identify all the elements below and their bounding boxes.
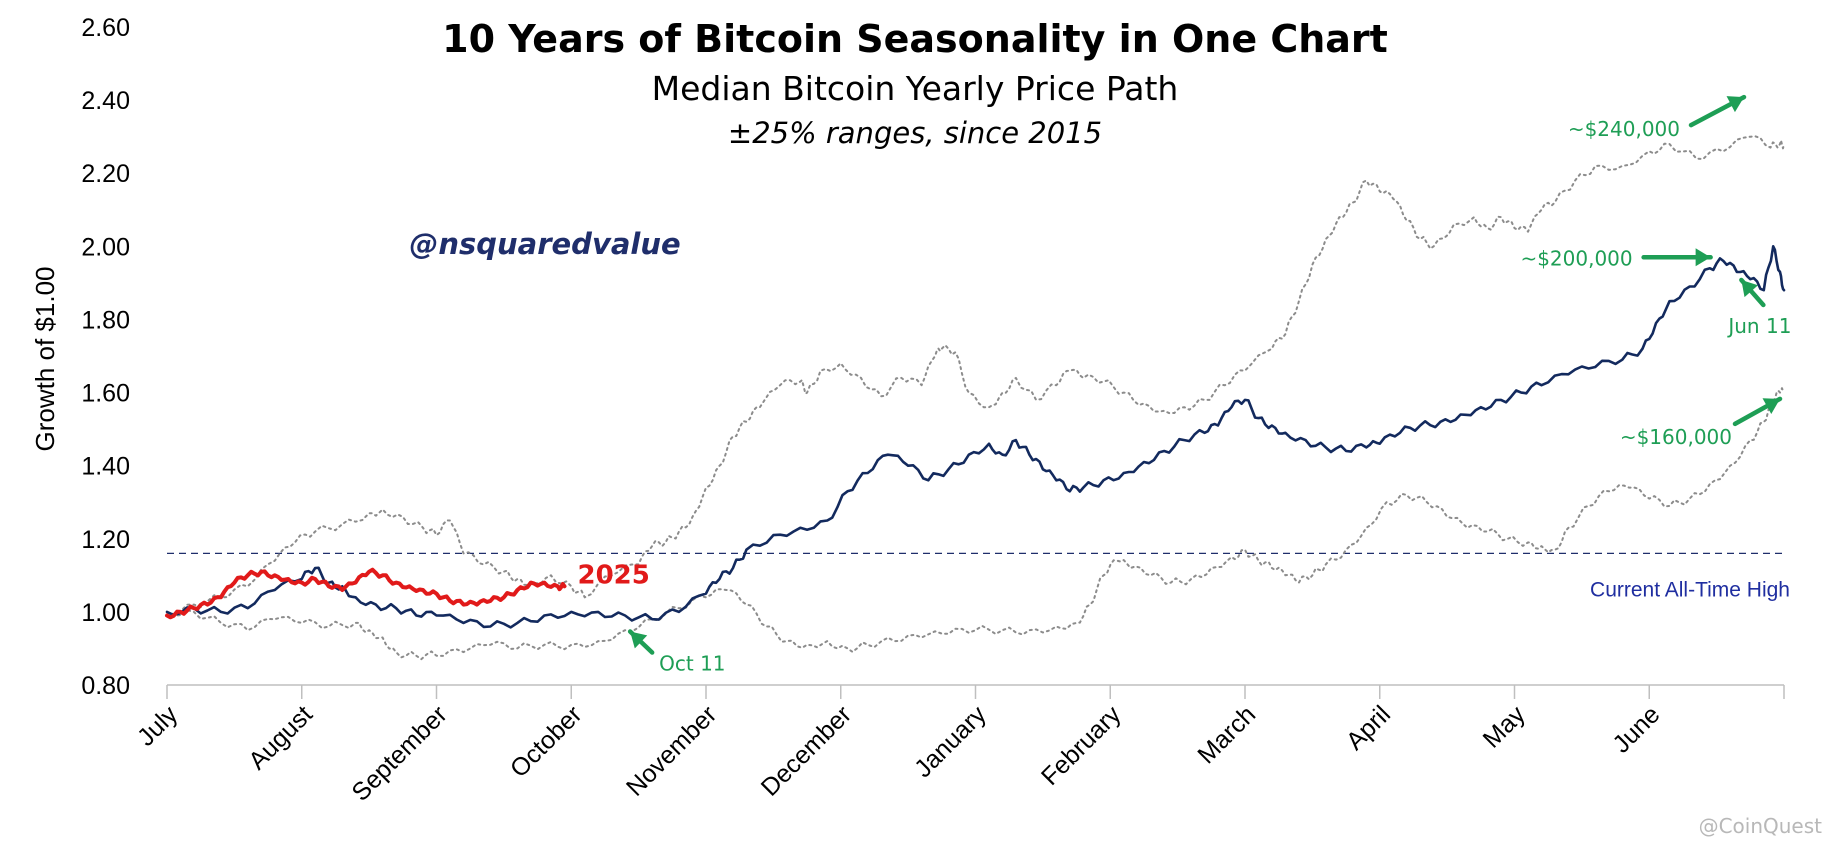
x-tick-label: February	[1036, 700, 1127, 791]
x-tick-label: April	[1341, 700, 1396, 755]
x-tick-label: May	[1478, 700, 1532, 754]
series-lower-line	[166, 387, 1785, 661]
price240-label: ~$240,000	[1568, 117, 1680, 141]
price240-arrow-head	[1726, 96, 1744, 113]
y-tick-label: 2.60	[81, 14, 130, 42]
y-tick-label: 1.20	[81, 526, 130, 554]
x-tick-label: August	[243, 700, 318, 775]
y-tick-label: 0.80	[81, 672, 130, 700]
oct11-label: Oct 11	[659, 652, 725, 676]
jun11-label: Jun 11	[1726, 314, 1791, 338]
series-layer	[165, 135, 1786, 661]
x-tick-label: January	[909, 700, 992, 783]
y-tick-label: 1.80	[81, 306, 130, 334]
oct11-arrow-head	[630, 631, 648, 649]
x-tick-label: November	[621, 700, 722, 801]
price200-label: ~$200,000	[1520, 246, 1632, 270]
series-median-line	[165, 245, 1786, 629]
y-tick-label: 2.00	[81, 233, 130, 261]
y-tick-label: 2.40	[81, 87, 130, 115]
author-handle: @nsquaredvalue	[409, 227, 680, 261]
chart-subtitle: Median Bitcoin Yearly Price Path	[652, 69, 1179, 108]
y-tick-label: 1.00	[81, 599, 130, 627]
x-tick-label: December	[756, 700, 857, 801]
chart-title: 10 Years of Bitcoin Seasonality in One C…	[442, 17, 1388, 61]
annotation-layer: Oct 11 Jun 11 ~$240,000 ~$200,000 ~$160,000 2…	[578, 94, 1791, 676]
watermark: @CoinQuest	[1699, 814, 1823, 838]
y-tick-label: 1.60	[81, 380, 130, 408]
y-tick-label: 1.40	[81, 453, 130, 481]
price160-label: ~$160,000	[1620, 425, 1732, 449]
series-upper-line	[166, 135, 1785, 616]
chart-range-note: ±25% ranges, since 2015	[728, 116, 1102, 150]
price200-arrow-head	[1695, 248, 1711, 267]
x-tick-label: September	[346, 700, 452, 806]
price160-arrow-head	[1762, 398, 1780, 415]
all-time-high-label: Current All-Time High	[1590, 578, 1790, 601]
x-tick-label: March	[1192, 700, 1261, 769]
series-2025-label: 2025	[578, 560, 650, 590]
y-ticks: 0.80 1.00 1.20 1.40 1.60 1.80 2.00 2.20 2.40 2.60	[81, 14, 130, 700]
x-tick-label: July	[132, 700, 184, 752]
y-axis-label: Growth of $1.00	[30, 267, 60, 452]
x-tick-label: June	[1607, 700, 1665, 758]
jun11-arrow-head	[1741, 279, 1759, 298]
series-current-line	[165, 567, 567, 620]
x-ticks: July August September October November Decemb…	[132, 685, 1785, 807]
y-tick-label: 2.20	[81, 160, 130, 188]
x-tick-label: October	[505, 700, 588, 783]
